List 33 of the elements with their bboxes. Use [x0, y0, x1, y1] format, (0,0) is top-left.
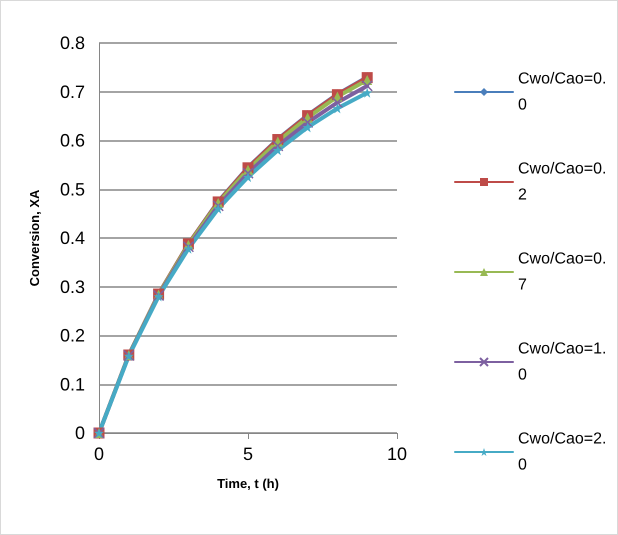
point: [362, 88, 372, 98]
x-tick-label: 5: [242, 444, 254, 464]
y-tick-label: 0: [74, 423, 85, 443]
y-tick-label: 0.6: [60, 130, 85, 150]
point: [302, 116, 314, 128]
point: [212, 200, 224, 212]
point: [332, 103, 342, 114]
y-axis-title: Conversion, XA: [27, 188, 42, 286]
point: [242, 167, 254, 179]
point: [332, 96, 344, 108]
legend-label: Cwo/Cao=0.2: [518, 160, 606, 204]
y-tick-label: 0.7: [60, 82, 85, 102]
point: [183, 244, 194, 254]
legend-label: Cwo/Cao=0.7: [518, 250, 606, 294]
x-tick-label: 0: [94, 444, 104, 464]
y-tick-label: 0.2: [60, 326, 85, 346]
y-tick-label: 0.8: [60, 33, 85, 53]
y-tick-label: 0.4: [60, 228, 85, 248]
point: [243, 172, 253, 182]
x-tick-label: 10: [386, 444, 408, 464]
legend-label: Cwo/Cao=0.0: [518, 70, 606, 114]
x-axis-title: Time, t (h): [217, 476, 279, 491]
y-tick-label: 0.3: [60, 276, 85, 297]
point: [302, 122, 313, 132]
point: [361, 80, 373, 92]
point: [272, 140, 284, 152]
legend-label: Cwo/Cao=2.0: [518, 430, 606, 474]
point: [272, 145, 283, 156]
legend-label: Cwo/Cao=1.0: [518, 340, 606, 384]
point: [182, 241, 194, 253]
y-tick-label: 0.5: [60, 179, 85, 200]
point: [213, 204, 224, 214]
y-tick-label: 0.1: [60, 374, 85, 394]
